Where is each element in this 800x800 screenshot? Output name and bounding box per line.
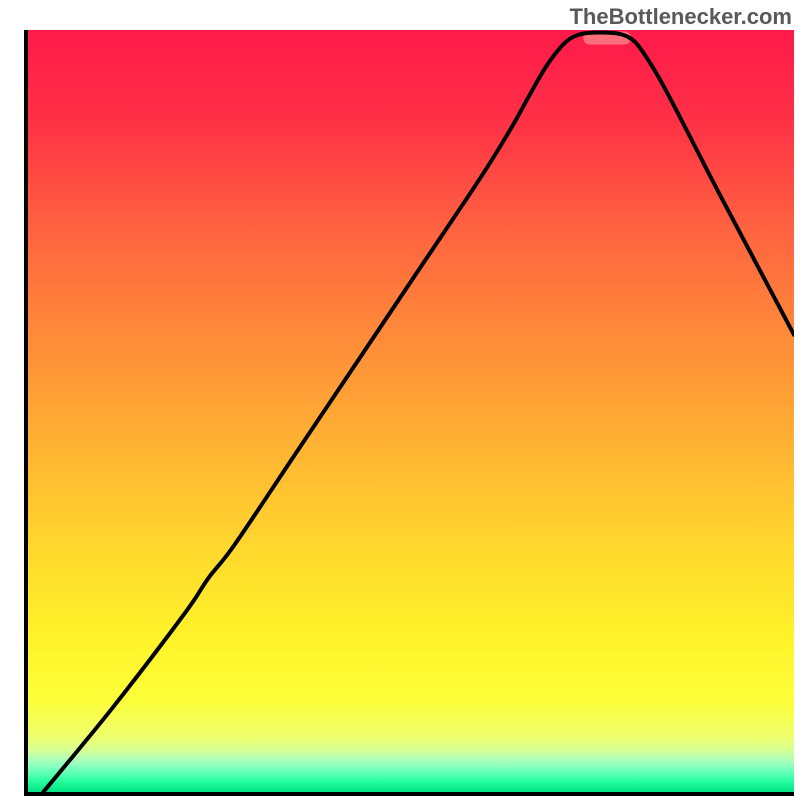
curve-layer [28,30,794,792]
watermark-text: TheBottlenecker.com [569,4,792,30]
curve-path [43,32,794,792]
chart-container: TheBottlenecker.com [0,0,800,800]
plot-area [24,30,794,796]
